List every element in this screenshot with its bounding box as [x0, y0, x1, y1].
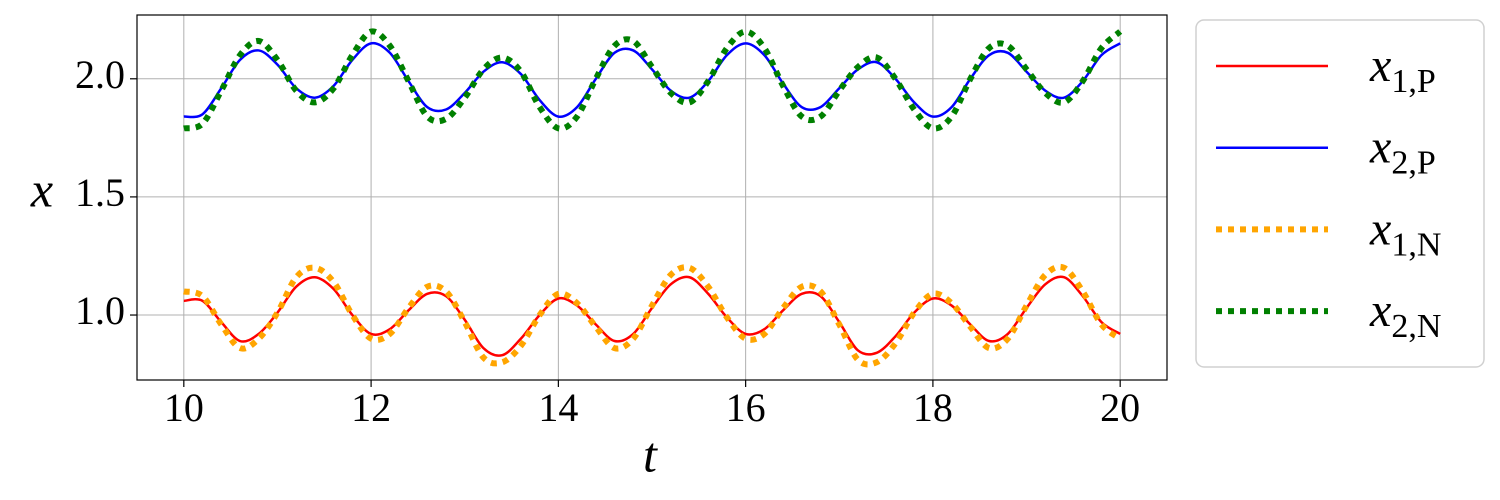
x-axis-label: t — [643, 426, 658, 482]
legend-label: x2,N — [1369, 284, 1441, 345]
y-tick-label: 1.0 — [75, 288, 125, 333]
legend-label: x1,N — [1369, 202, 1441, 263]
x-tick-label: 14 — [538, 385, 578, 430]
legend-box — [1195, 19, 1485, 368]
y-tick-label: 2.0 — [75, 52, 125, 97]
x-tick-label: 18 — [913, 385, 953, 430]
series-line — [183, 41, 1121, 119]
x-tick-label: 10 — [164, 385, 204, 430]
x-tick-label: 16 — [726, 385, 766, 430]
plot-frame — [136, 14, 1168, 381]
series-line — [183, 263, 1122, 368]
legend-label: x2,P — [1369, 121, 1436, 182]
legend-label: x1,P — [1369, 39, 1436, 100]
y-tick-label: 1.5 — [75, 170, 125, 215]
y-axis-label: x — [30, 161, 53, 217]
series-line — [183, 275, 1121, 357]
x-tick-label: 20 — [1100, 385, 1140, 430]
series-line — [183, 28, 1123, 132]
x-tick-label: 12 — [351, 385, 391, 430]
plot-lines — [183, 28, 1123, 368]
